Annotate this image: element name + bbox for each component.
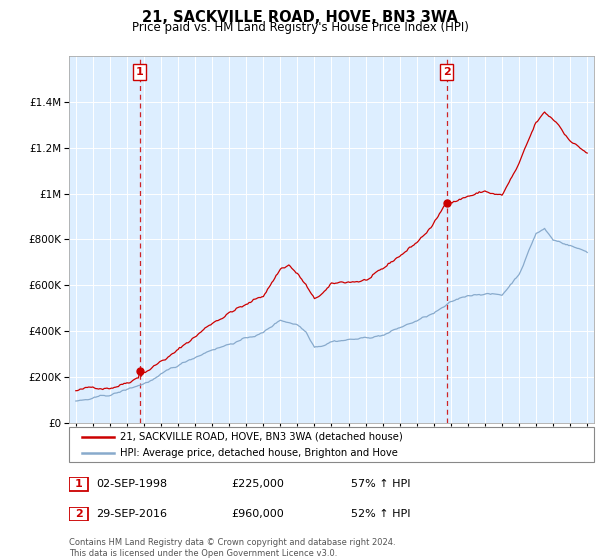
Text: 1: 1: [136, 67, 143, 77]
FancyBboxPatch shape: [70, 478, 88, 491]
Text: 52% ↑ HPI: 52% ↑ HPI: [351, 509, 410, 519]
Text: 29-SEP-2016: 29-SEP-2016: [96, 509, 167, 519]
Text: 21, SACKVILLE ROAD, HOVE, BN3 3WA (detached house): 21, SACKVILLE ROAD, HOVE, BN3 3WA (detac…: [121, 432, 403, 442]
Text: 2: 2: [443, 67, 451, 77]
FancyBboxPatch shape: [70, 507, 88, 521]
Text: 57% ↑ HPI: 57% ↑ HPI: [351, 479, 410, 489]
Text: £960,000: £960,000: [231, 509, 284, 519]
Text: Contains HM Land Registry data © Crown copyright and database right 2024.
This d: Contains HM Land Registry data © Crown c…: [69, 538, 395, 558]
Text: £225,000: £225,000: [231, 479, 284, 489]
Text: 02-SEP-1998: 02-SEP-1998: [96, 479, 167, 489]
Text: 1: 1: [75, 479, 83, 489]
FancyBboxPatch shape: [69, 427, 594, 462]
Text: 2: 2: [75, 509, 83, 519]
Text: HPI: Average price, detached house, Brighton and Hove: HPI: Average price, detached house, Brig…: [121, 447, 398, 458]
Text: 21, SACKVILLE ROAD, HOVE, BN3 3WA: 21, SACKVILLE ROAD, HOVE, BN3 3WA: [142, 10, 458, 25]
Text: Price paid vs. HM Land Registry's House Price Index (HPI): Price paid vs. HM Land Registry's House …: [131, 21, 469, 34]
